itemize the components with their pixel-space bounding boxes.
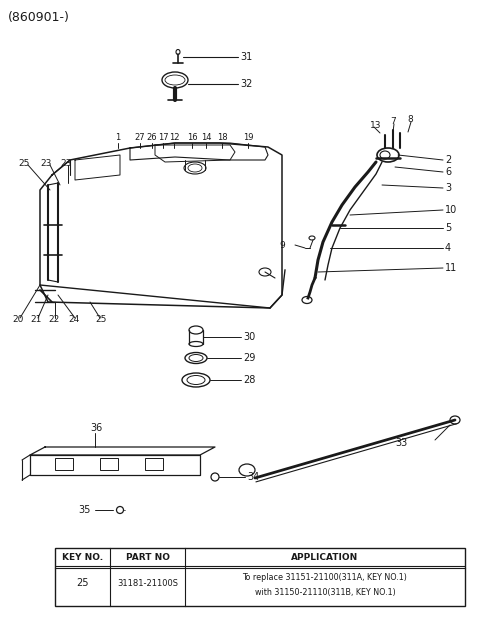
Text: To replace 31151-21100(311A, KEY NO.1): To replace 31151-21100(311A, KEY NO.1) (242, 573, 408, 582)
Text: 32: 32 (240, 79, 252, 89)
Text: 35: 35 (78, 505, 90, 515)
Text: with 31150-21110(311B, KEY NO.1): with 31150-21110(311B, KEY NO.1) (254, 588, 396, 597)
Text: 19: 19 (243, 134, 253, 142)
Text: 21: 21 (30, 316, 41, 324)
Text: 2: 2 (445, 155, 451, 165)
Text: 17: 17 (158, 134, 168, 142)
Text: 25: 25 (76, 578, 89, 588)
Text: 33: 33 (395, 438, 407, 448)
Bar (145, 458, 163, 470)
Text: 31: 31 (240, 52, 252, 62)
Text: 13: 13 (370, 120, 382, 130)
Text: 36: 36 (90, 423, 102, 433)
Text: 25: 25 (18, 158, 29, 167)
Text: 5: 5 (445, 223, 451, 233)
Text: 3: 3 (445, 183, 451, 193)
Text: 30: 30 (243, 332, 255, 342)
Text: KEY NO.: KEY NO. (62, 553, 103, 562)
Text: (860901-): (860901-) (8, 11, 70, 24)
Text: 11: 11 (445, 263, 457, 273)
Text: 1: 1 (115, 134, 120, 142)
Text: 16: 16 (187, 134, 197, 142)
Text: 28: 28 (243, 375, 255, 385)
Text: 12: 12 (169, 134, 179, 142)
Text: 23: 23 (60, 158, 72, 167)
Bar (100, 458, 118, 470)
Text: 23: 23 (40, 158, 51, 167)
Text: 14: 14 (201, 134, 211, 142)
Text: 10: 10 (445, 205, 457, 215)
Text: APPLICATION: APPLICATION (291, 553, 359, 562)
Text: 25: 25 (95, 316, 107, 324)
Text: 8: 8 (407, 115, 413, 125)
Text: 7: 7 (390, 117, 396, 127)
Text: 20: 20 (12, 316, 24, 324)
Text: 18: 18 (216, 134, 228, 142)
Text: 31181-21100S: 31181-21100S (117, 578, 178, 588)
Text: 24: 24 (68, 316, 79, 324)
Bar (55, 458, 73, 470)
Text: 4: 4 (445, 243, 451, 253)
Text: 9: 9 (279, 240, 285, 250)
Text: 6: 6 (445, 167, 451, 177)
Text: 26: 26 (147, 134, 157, 142)
Bar (55, 548, 465, 606)
Text: 34: 34 (247, 472, 259, 482)
Text: 22: 22 (48, 316, 59, 324)
Text: PART NO: PART NO (125, 553, 169, 562)
Text: 29: 29 (243, 353, 255, 363)
Text: 27: 27 (135, 134, 145, 142)
